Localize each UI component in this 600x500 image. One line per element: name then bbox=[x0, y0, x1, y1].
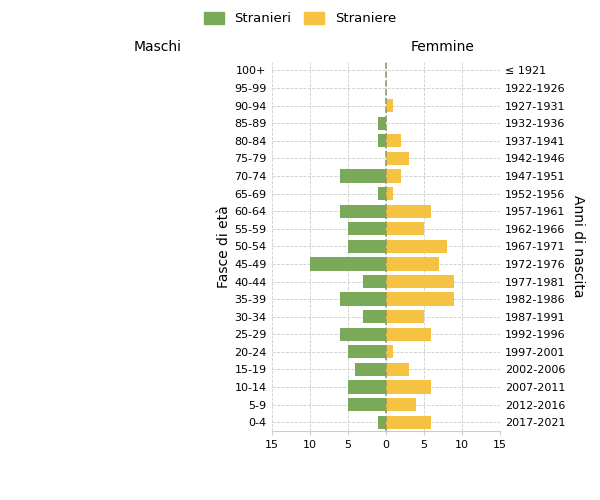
Bar bbox=[386, 328, 431, 341]
Bar bbox=[310, 258, 386, 270]
Bar bbox=[386, 310, 424, 324]
Bar bbox=[386, 258, 439, 270]
Bar bbox=[386, 345, 394, 358]
Bar bbox=[355, 363, 386, 376]
Bar bbox=[340, 204, 386, 218]
Bar bbox=[347, 240, 386, 253]
Bar bbox=[386, 363, 409, 376]
Bar bbox=[340, 292, 386, 306]
Bar bbox=[386, 222, 424, 235]
Bar bbox=[386, 99, 394, 112]
Bar bbox=[378, 187, 386, 200]
Bar bbox=[363, 310, 386, 324]
Y-axis label: Anni di nascita: Anni di nascita bbox=[571, 195, 585, 298]
Bar bbox=[386, 292, 454, 306]
Bar bbox=[347, 398, 386, 411]
Bar bbox=[347, 345, 386, 358]
Text: Femmine: Femmine bbox=[411, 40, 475, 54]
Text: Maschi: Maschi bbox=[133, 40, 181, 54]
Bar bbox=[386, 187, 394, 200]
Bar bbox=[340, 170, 386, 182]
Bar bbox=[363, 275, 386, 288]
Bar bbox=[386, 240, 446, 253]
Y-axis label: Fasce di età: Fasce di età bbox=[217, 205, 232, 288]
Bar bbox=[378, 416, 386, 429]
Legend: Stranieri, Straniere: Stranieri, Straniere bbox=[199, 6, 401, 30]
Bar bbox=[386, 275, 454, 288]
Bar bbox=[347, 380, 386, 394]
Bar bbox=[340, 328, 386, 341]
Bar bbox=[386, 398, 416, 411]
Bar bbox=[386, 134, 401, 147]
Bar bbox=[347, 222, 386, 235]
Bar bbox=[378, 134, 386, 147]
Bar bbox=[386, 380, 431, 394]
Bar bbox=[386, 152, 409, 165]
Bar bbox=[386, 170, 401, 182]
Bar bbox=[386, 204, 431, 218]
Bar bbox=[378, 116, 386, 130]
Bar bbox=[386, 416, 431, 429]
